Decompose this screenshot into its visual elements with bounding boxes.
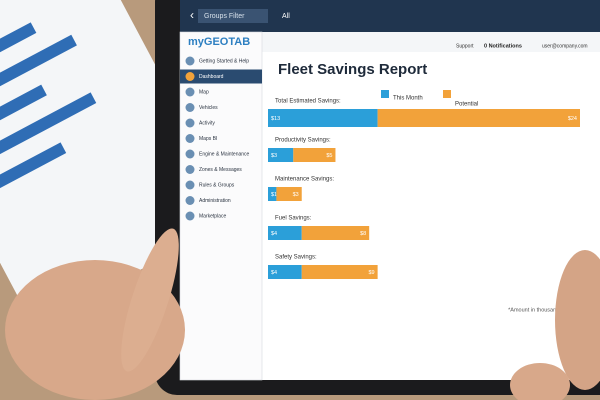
menu-icon: [185, 134, 195, 143]
value-label: $13: [271, 116, 280, 122]
groups-filter-box[interactable]: [198, 9, 268, 23]
bar-segment: [377, 109, 580, 127]
support-link[interactable]: Support: [456, 43, 474, 49]
value-label: $24: [568, 116, 577, 122]
paper-bar: [0, 92, 97, 169]
report-title: Fleet Savings Report: [278, 61, 427, 78]
groups-filter[interactable]: Groups Filter: [204, 13, 245, 20]
logo[interactable]: myGEOTAB: [188, 36, 250, 48]
category-label: Safety Savings:: [275, 255, 317, 261]
menu-icon: [185, 87, 195, 97]
legend-label: This Month: [393, 96, 423, 102]
value-label: $3: [271, 153, 277, 159]
paper-sheet: [0, 0, 237, 327]
value-label: $4: [271, 231, 277, 237]
all-filter[interactable]: All: [282, 13, 290, 20]
menu-item[interactable]: Getting Started & Help: [199, 58, 249, 64]
footnote: *Amount in thousands: [508, 307, 562, 313]
value-label: $4: [271, 270, 277, 276]
legend-swatch: [381, 90, 389, 98]
menu-icon: [185, 211, 195, 221]
menu-icon: [185, 149, 195, 159]
bar-segment: [268, 226, 302, 240]
menu-icon: [185, 103, 195, 112]
menu-item[interactable]: Activity: [199, 120, 215, 126]
legend-label: Potential: [455, 102, 478, 108]
category-label: Maintenance Savings:: [275, 177, 334, 183]
category-label: Total Estimated Savings:: [275, 99, 341, 105]
menu-item[interactable]: Map: [199, 89, 209, 95]
left-thumb: [121, 228, 179, 372]
category-label: Fuel Savings:: [275, 216, 312, 222]
category-label: Productivity Savings:: [275, 138, 331, 144]
menu-icon: [185, 72, 195, 81]
sidebar: [179, 31, 263, 381]
bar-segment: [268, 148, 294, 162]
paper-bar: [0, 34, 77, 116]
paper-bar: [0, 22, 37, 90]
bar-segment: [301, 226, 370, 240]
bar-segment: [268, 265, 302, 279]
user-menu[interactable]: user@company.com: [542, 43, 588, 49]
menu-icon: [185, 118, 195, 128]
menu-item[interactable]: Zones & Messages: [199, 167, 242, 173]
value-label: $5: [326, 153, 332, 159]
paper-bar: [0, 84, 47, 143]
right-thumb: [510, 363, 570, 400]
menu-icon: [185, 56, 195, 66]
menu-icon: [185, 165, 195, 174]
menu-item[interactable]: Dashboard: [199, 74, 224, 80]
bar-segment: [293, 148, 336, 162]
menu-item[interactable]: Marketplace: [199, 213, 226, 219]
notifications[interactable]: 0 Notifications: [484, 43, 522, 49]
paper: [0, 0, 237, 327]
back-icon[interactable]: ‹: [190, 8, 194, 22]
menu-item[interactable]: Engine & Maintenance: [199, 151, 250, 157]
value-label: $1: [271, 192, 277, 198]
bar-segment: [276, 187, 302, 201]
menu-active: [180, 69, 262, 84]
value-label: $8: [360, 231, 366, 237]
bar-segment: [268, 109, 378, 127]
paper-bar: [0, 142, 67, 196]
menu-item[interactable]: Vehicles: [199, 105, 218, 111]
bar-segment: [301, 265, 378, 279]
legend-swatch: [443, 90, 451, 98]
sub-bar: [180, 32, 600, 52]
menu-icon: [185, 196, 195, 205]
menu-item[interactable]: Rules & Groups: [199, 182, 235, 188]
bar-segment: [268, 187, 277, 201]
right-hand: [555, 250, 600, 390]
value-label: $9: [368, 270, 374, 276]
value-label: $3: [293, 192, 299, 198]
menu-item[interactable]: Administration: [199, 198, 231, 204]
menu-item[interactable]: Maps BI: [199, 136, 217, 142]
menu-icon: [185, 180, 195, 190]
